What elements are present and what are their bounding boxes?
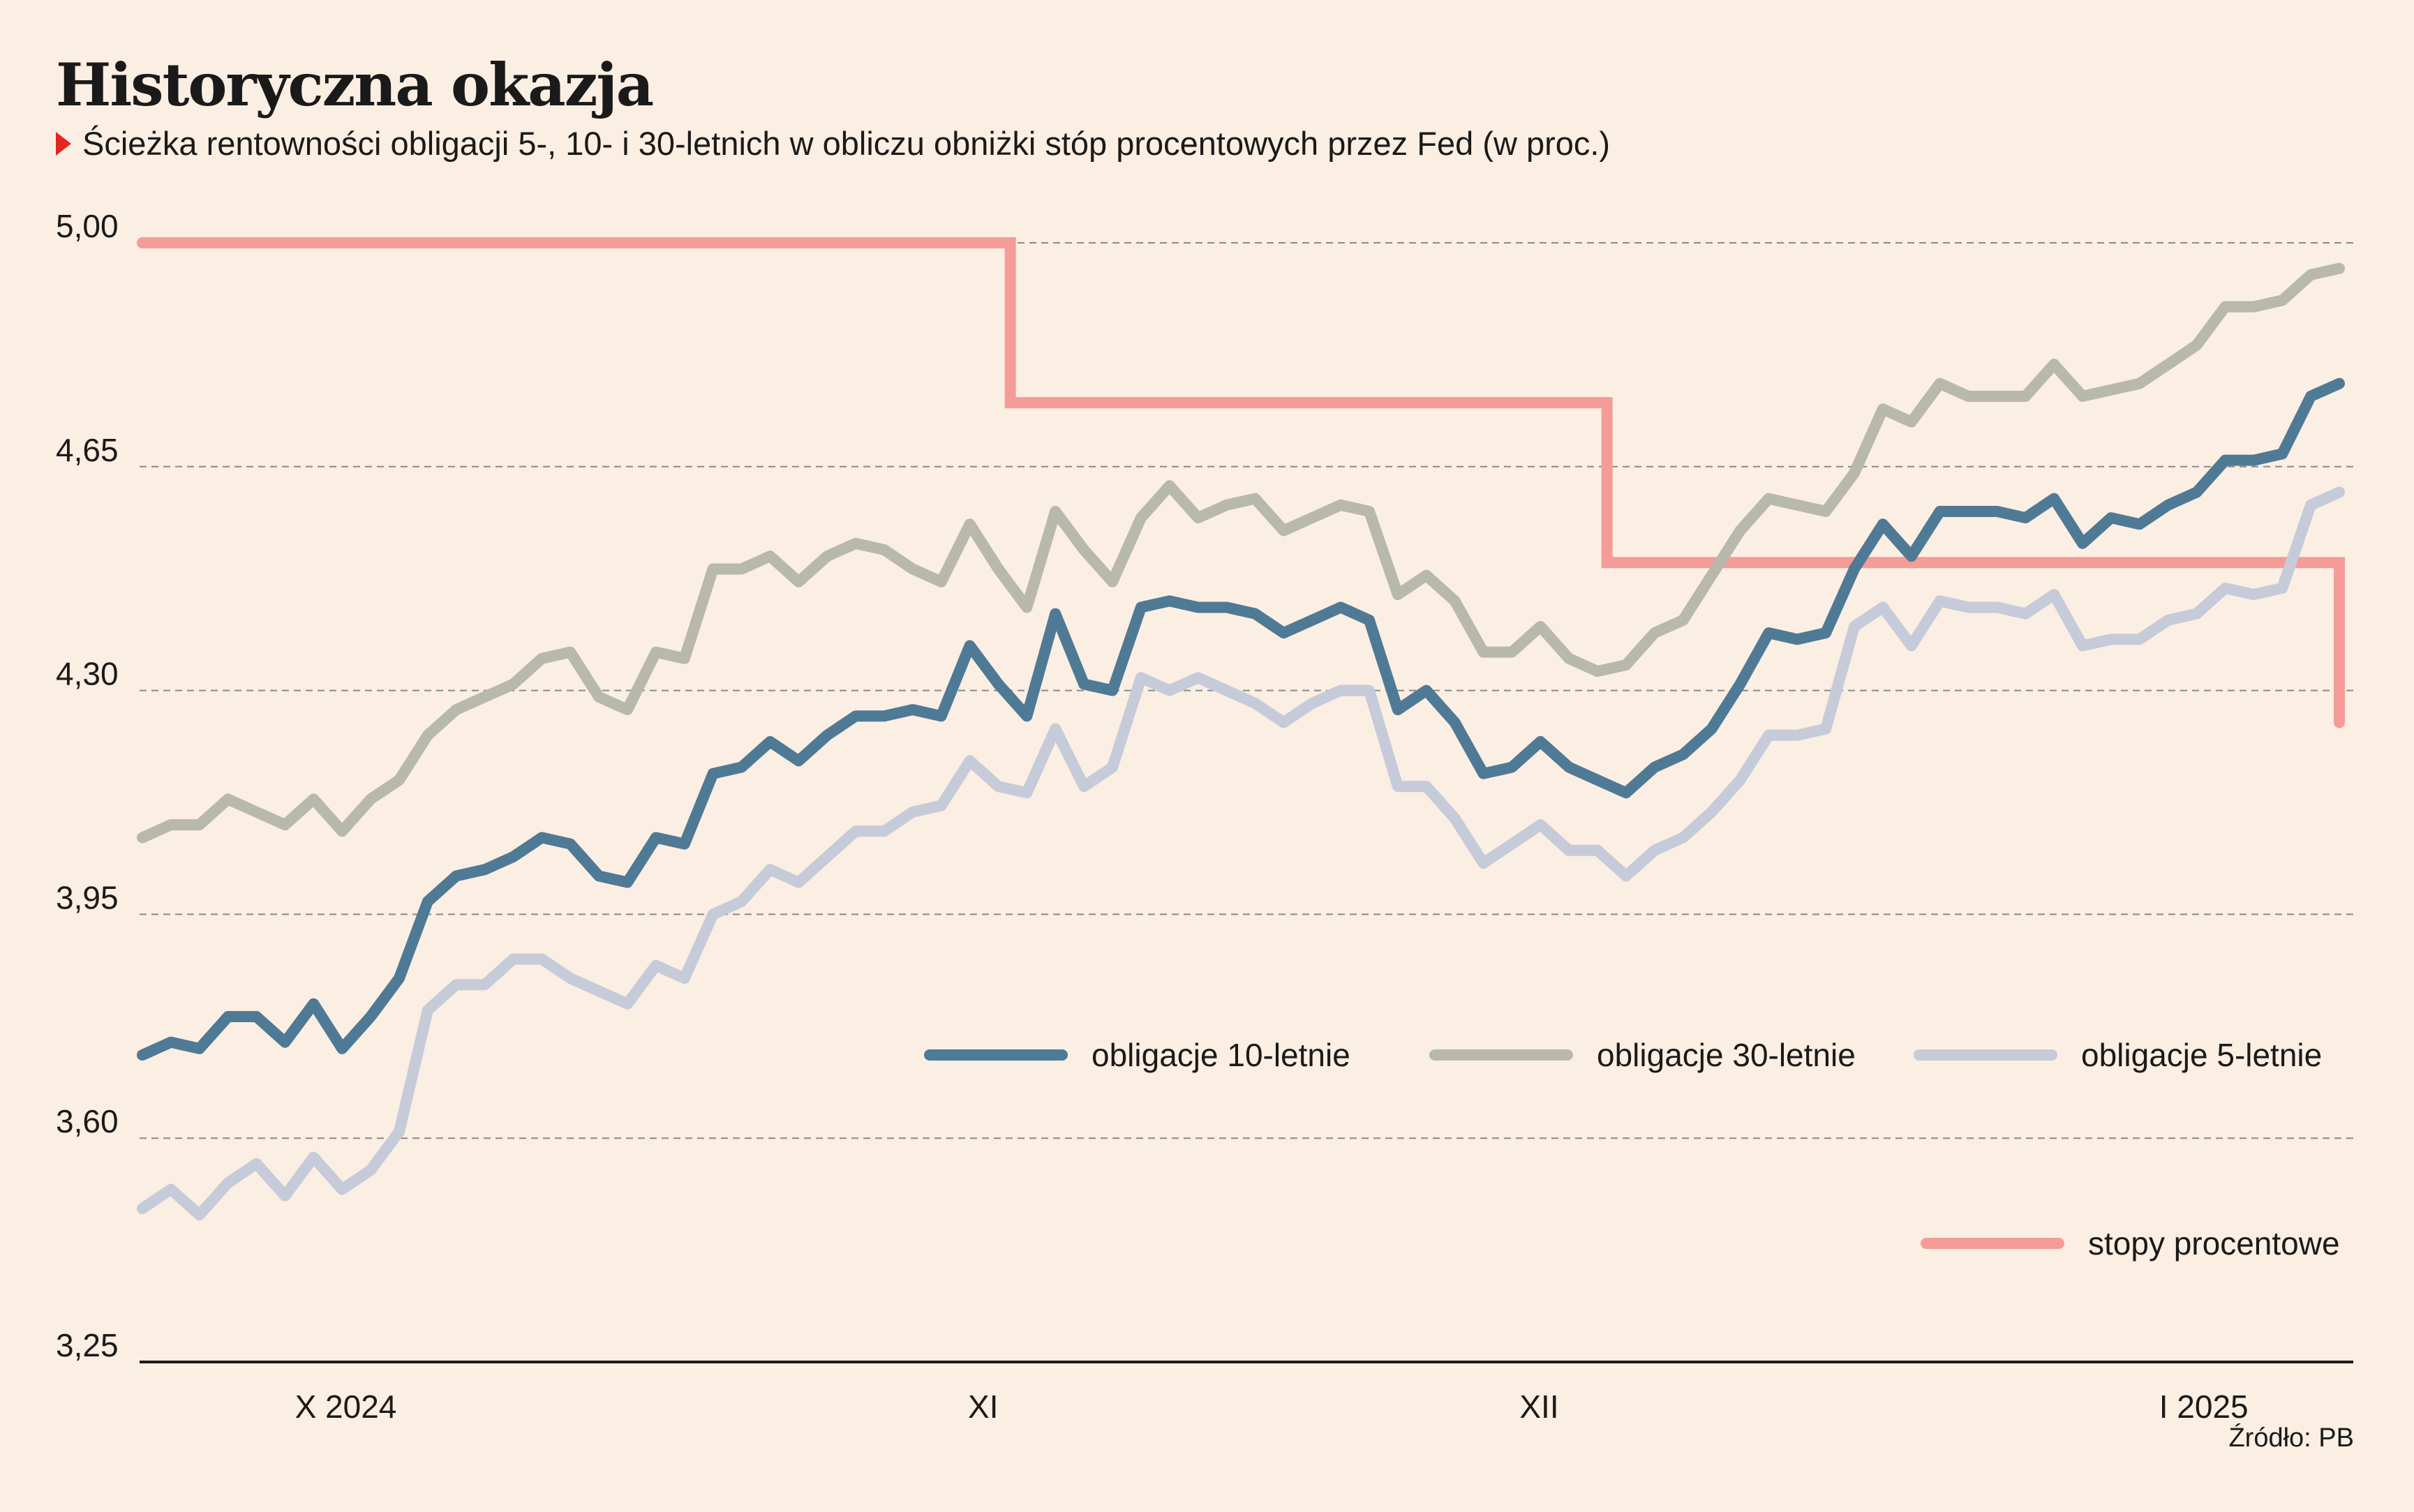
legend: obligacje 10-letnie obligacje 30-letnie ob… <box>924 1037 2340 1262</box>
chart-title: Historyczna okazja <box>56 50 654 119</box>
x-axis-ticks: X 2024 XI XII I 2025 <box>295 1389 2249 1425</box>
triangle-marker-icon <box>56 131 71 156</box>
x-tick-label: XI <box>968 1389 998 1425</box>
y-tick-label: 3,25 <box>56 1327 119 1363</box>
series-line-y10 <box>137 377 2345 1061</box>
series-line-y30 <box>137 262 2345 844</box>
source-note: Źródło: PB <box>2228 1423 2354 1453</box>
y-axis-ticks: 5,00 4,65 4,30 3,95 3,60 3,25 <box>56 208 119 1363</box>
series-line-rates <box>137 237 2345 728</box>
y-tick-label: 3,60 <box>56 1103 119 1139</box>
chart-subtitle: Ścieżka rentowności obligacji 5-, 10- i … <box>82 125 1611 162</box>
y-tick-label: 4,30 <box>56 656 119 692</box>
grid-lines <box>140 242 2353 1363</box>
subtitle-row: Ścieżka rentowności obligacji 5-, 10- i … <box>56 124 1610 163</box>
y-tick-label: 5,00 <box>56 208 119 244</box>
x-tick-label: X 2024 <box>295 1389 397 1425</box>
series-lines <box>137 237 2345 1221</box>
x-tick-label: XII <box>1519 1389 1558 1425</box>
legend-label-rates: stopy procentowe <box>2088 1225 2340 1262</box>
y-tick-label: 4,65 <box>56 432 119 468</box>
legend-label-y10: obligacje 10-letnie <box>1091 1037 1350 1073</box>
y-tick-label: 3,95 <box>56 879 119 915</box>
x-tick-label: I 2025 <box>2159 1389 2249 1425</box>
series-line-y5 <box>137 486 2345 1221</box>
legend-label-y5: obligacje 5-letnie <box>2081 1037 2322 1073</box>
legend-label-y30: obligacje 30-letnie <box>1597 1037 1856 1073</box>
